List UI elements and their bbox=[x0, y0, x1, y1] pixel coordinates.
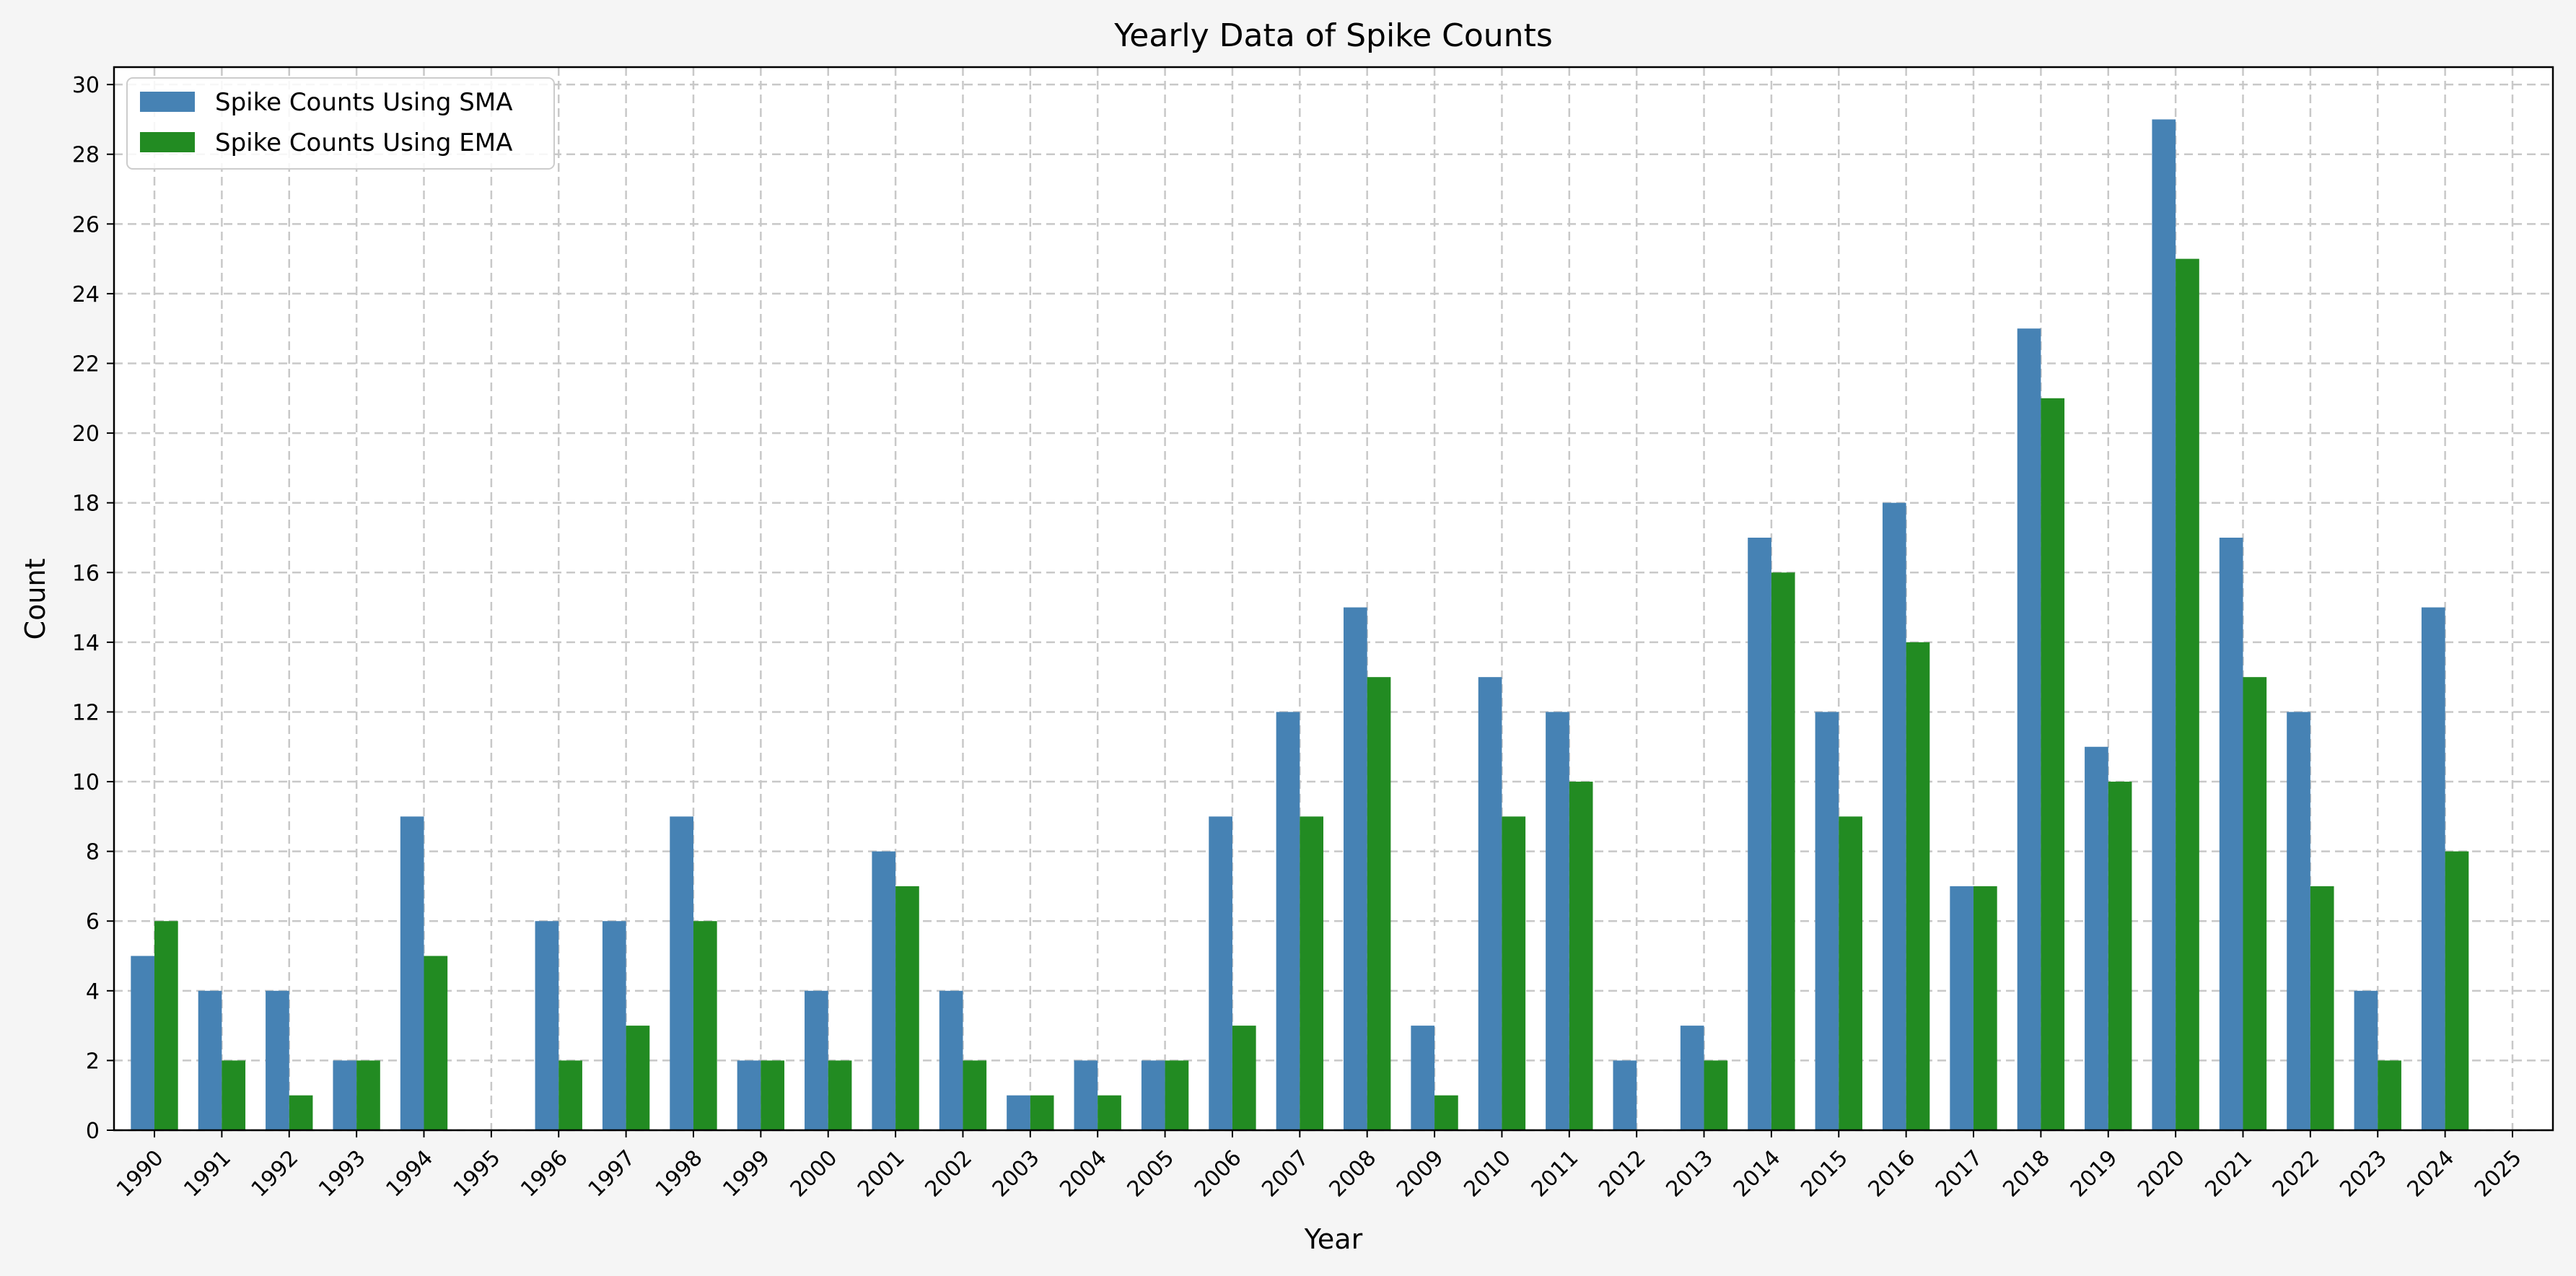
bar-sma bbox=[131, 956, 155, 1130]
bar-ema bbox=[693, 921, 717, 1130]
bar-sma bbox=[2219, 537, 2243, 1130]
y-tick-label: 28 bbox=[72, 143, 100, 168]
bar-ema bbox=[626, 1026, 650, 1130]
bar-ema bbox=[2041, 398, 2065, 1130]
bar-ema bbox=[1098, 1095, 1121, 1130]
plot-area bbox=[114, 67, 2553, 1130]
bar-ema bbox=[289, 1095, 313, 1130]
y-tick-label: 18 bbox=[72, 491, 100, 517]
chart-title: Yearly Data of Spike Counts bbox=[1113, 17, 1553, 54]
bar-ema bbox=[1973, 886, 1997, 1130]
bar-ema bbox=[1367, 677, 1391, 1130]
bar-ema bbox=[1030, 1095, 1054, 1130]
y-tick-label: 12 bbox=[72, 700, 100, 725]
bar-sma bbox=[2152, 119, 2176, 1130]
bar-ema bbox=[1704, 1060, 1728, 1130]
bar-sma bbox=[400, 816, 424, 1130]
y-tick-label: 20 bbox=[72, 421, 100, 447]
bar-sma bbox=[1141, 1060, 1165, 1130]
y-tick-label: 2 bbox=[86, 1049, 100, 1074]
bar-ema bbox=[1569, 782, 1593, 1130]
bar-ema bbox=[1434, 1095, 1458, 1130]
bar-sma bbox=[266, 990, 289, 1130]
bar-sma bbox=[1209, 816, 1232, 1130]
y-tick-label: 10 bbox=[72, 770, 100, 795]
legend-label-sma: Spike Counts Using SMA bbox=[215, 88, 512, 117]
bar-sma bbox=[1478, 677, 1502, 1130]
bar-ema bbox=[1232, 1026, 1256, 1130]
bar-ema bbox=[1300, 816, 1323, 1130]
bar-sma bbox=[1007, 1095, 1030, 1130]
y-tick-label: 8 bbox=[86, 840, 100, 865]
bar-ema bbox=[356, 1060, 380, 1130]
bar-sma bbox=[198, 990, 222, 1130]
y-tick-label: 24 bbox=[72, 282, 100, 307]
bar-sma bbox=[1748, 537, 1771, 1130]
bar-sma bbox=[1680, 1026, 1704, 1130]
bar-sma bbox=[939, 990, 963, 1130]
bar-ema bbox=[1771, 572, 1795, 1130]
bar-ema bbox=[2243, 677, 2267, 1130]
bars bbox=[131, 119, 2469, 1131]
bar-sma bbox=[872, 851, 896, 1130]
bar-ema bbox=[1906, 642, 1930, 1130]
y-tick-label: 22 bbox=[72, 352, 100, 377]
bar-ema bbox=[1165, 1060, 1189, 1130]
bar-sma bbox=[670, 816, 693, 1130]
y-tick-label: 6 bbox=[86, 909, 100, 935]
bar-ema bbox=[222, 1060, 246, 1130]
bar-sma bbox=[1411, 1026, 1435, 1130]
bar-sma bbox=[2354, 990, 2378, 1130]
bar-ema bbox=[2378, 1060, 2401, 1130]
y-axis-label: Count bbox=[19, 559, 51, 640]
bar-sma bbox=[602, 921, 626, 1130]
bar-ema bbox=[761, 1060, 785, 1130]
bar-sma bbox=[805, 990, 828, 1130]
bar-ema bbox=[1839, 816, 1862, 1130]
bar-ema bbox=[2176, 258, 2199, 1131]
bar-ema bbox=[963, 1060, 987, 1130]
bar-sma bbox=[333, 1060, 357, 1130]
bar-sma bbox=[1546, 712, 1569, 1130]
bar-sma bbox=[1815, 712, 1839, 1130]
bar-sma bbox=[1950, 886, 1974, 1130]
bar-ema bbox=[895, 886, 919, 1130]
y-tick-label: 16 bbox=[72, 561, 100, 586]
legend-box bbox=[126, 77, 555, 170]
bar-sma bbox=[2017, 328, 2041, 1130]
x-axis-label: Year bbox=[1304, 1223, 1363, 1255]
y-tick-label: 0 bbox=[86, 1119, 100, 1144]
plot-frame bbox=[113, 66, 2554, 1132]
y-tick-label: 26 bbox=[72, 212, 100, 237]
legend-swatch-ema bbox=[140, 132, 195, 152]
bar-sma bbox=[1344, 607, 1367, 1130]
bar-sma bbox=[1613, 1060, 1637, 1130]
bar-ema bbox=[2310, 886, 2334, 1130]
bar-sma bbox=[1276, 712, 1300, 1130]
bar-sma bbox=[535, 921, 559, 1130]
bar-sma bbox=[2287, 712, 2310, 1130]
bar-sma bbox=[2085, 746, 2108, 1130]
bar-ema bbox=[558, 1060, 582, 1130]
bar-sma bbox=[2421, 607, 2445, 1130]
legend-label-ema: Spike Counts Using EMA bbox=[215, 128, 512, 157]
y-tick-label: 14 bbox=[72, 631, 100, 656]
bar-sma bbox=[1074, 1060, 1098, 1130]
bar-sma bbox=[737, 1060, 761, 1130]
bar-ema bbox=[2108, 782, 2132, 1130]
bar-ema bbox=[1502, 816, 1526, 1130]
y-tick-label: 4 bbox=[86, 979, 100, 1005]
legend: Spike Counts Using SMA Spike Counts Usin… bbox=[126, 77, 555, 170]
bar-ema bbox=[154, 921, 178, 1130]
bar-ema bbox=[2445, 851, 2469, 1130]
bar-sma bbox=[1882, 502, 1906, 1130]
legend-swatch-sma bbox=[140, 92, 195, 112]
bar-ema bbox=[828, 1060, 852, 1130]
y-tick-label: 30 bbox=[72, 73, 100, 98]
bar-ema bbox=[424, 956, 448, 1130]
